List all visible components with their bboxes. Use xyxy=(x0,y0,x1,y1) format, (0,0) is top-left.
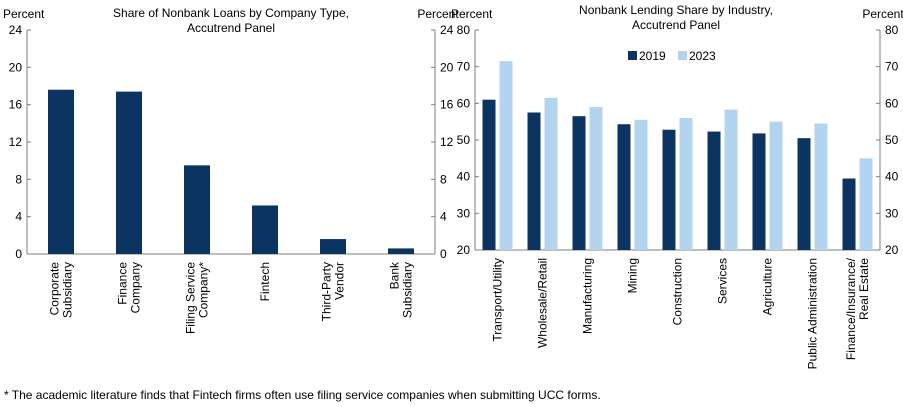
left-chart-ylabel-left: Percent xyxy=(3,7,45,21)
left-chart-x-tick-label: Bank xyxy=(388,261,402,289)
left-chart-bar xyxy=(320,239,346,254)
right-chart-y-tick-label-left: 70 xyxy=(457,60,471,74)
left-chart-x-tick-label: Third-Party xyxy=(320,262,334,321)
right-chart-bar-2023 xyxy=(589,107,603,250)
left-chart-bar xyxy=(48,89,74,254)
right-chart-x-tick-label: Wholesale/Retail xyxy=(536,258,550,348)
right-chart-bar-2019 xyxy=(752,133,766,250)
left-chart-y-tick-label-right: 8 xyxy=(440,172,447,186)
right-chart-bar-2023 xyxy=(679,118,693,250)
left-chart-y-tick-label-left: 8 xyxy=(15,172,22,186)
left-chart-x-tick-label: Company* xyxy=(197,262,211,318)
left-chart-x-tick-label: Corporate xyxy=(48,262,62,316)
left-chart-bar xyxy=(388,248,414,254)
left-chart-x-tick-label: Finance xyxy=(116,262,130,305)
right-chart-x-tick-label: Real Estate xyxy=(857,258,871,320)
right-chart-y-tick-label-left: 60 xyxy=(457,96,471,110)
legend-label-2023: 2023 xyxy=(689,49,716,63)
left-chart-y-tick-label-right: 12 xyxy=(440,135,454,149)
left-chart-x-tick-label: Filing Service xyxy=(184,262,198,334)
right-chart-y-tick-label-right: 70 xyxy=(885,60,899,74)
left-chart-y-tick-label-left: 16 xyxy=(9,98,23,112)
right-chart-bar-2019 xyxy=(572,116,586,251)
right-chart-y-tick-label-right: 20 xyxy=(885,243,899,257)
left-chart-y-tick-label-left: 24 xyxy=(9,23,23,37)
right-chart-x-tick-label: Agriculture xyxy=(761,258,775,316)
right-chart-x-tick-label: Services xyxy=(716,258,730,304)
left-chart-y-tick-label-right: 0 xyxy=(440,247,447,261)
right-chart-y-tick-label-right: 40 xyxy=(885,170,899,184)
legend-label-2019: 2019 xyxy=(639,49,666,63)
left-chart-y-tick-label-left: 4 xyxy=(15,210,22,224)
right-chart-ylabel-right: Percent xyxy=(862,7,903,21)
right-chart-x-tick-label: Transport/Utility xyxy=(491,258,505,342)
left-chart-y-tick-label-left: 12 xyxy=(9,135,23,149)
right-chart-ylabel-left: Percent xyxy=(451,7,493,21)
right-chart-bar-2023 xyxy=(724,109,738,250)
right-chart-bar-2019 xyxy=(662,129,676,250)
right-chart-y-tick-label-right: 30 xyxy=(885,206,899,220)
left-chart-y-tick-label-right: 16 xyxy=(440,98,454,112)
right-chart-x-tick-label: Mining xyxy=(626,258,640,293)
right-chart-bar-2023 xyxy=(634,119,648,250)
right-chart-bar-2019 xyxy=(842,178,856,250)
left-chart-bar xyxy=(184,165,210,254)
right-chart-bar-2019 xyxy=(617,124,631,250)
left-chart-x-tick-label: Fintech xyxy=(258,262,272,301)
right-chart-title-line: Accutrend Panel xyxy=(632,18,720,32)
left-chart-title-line: Accutrend Panel xyxy=(187,21,275,35)
right-chart-bar-2023 xyxy=(499,61,513,250)
right-chart-bar-2019 xyxy=(797,138,811,250)
right-chart-x-tick-label: Finance/Insurance/ xyxy=(844,257,858,360)
legend-swatch-2019 xyxy=(628,51,637,60)
left-chart-y-tick-label-right: 24 xyxy=(440,23,454,37)
right-chart-bar-2019 xyxy=(482,99,496,251)
right-chart-y-tick-label-left: 30 xyxy=(457,206,471,220)
right-chart-bar-2019 xyxy=(707,131,721,250)
left-chart-x-tick-label: Company xyxy=(129,262,143,313)
right-chart-x-tick-label: Public Administration xyxy=(806,258,820,369)
right-chart-x-tick-label: Construction xyxy=(671,258,685,325)
left-chart-ylabel-right: Percent xyxy=(417,7,459,21)
right-chart-bar-2023 xyxy=(544,97,558,250)
right-chart-y-tick-label-right: 50 xyxy=(885,133,899,147)
right-chart-y-tick-label-left: 40 xyxy=(457,170,471,184)
footnote: * The academic literature finds that Fin… xyxy=(4,388,601,402)
right-chart-title-line: Nonbank Lending Share by Industry, xyxy=(579,3,773,17)
right-chart-x-tick-label: Manufacturing xyxy=(581,258,595,334)
left-chart-y-tick-label-left: 0 xyxy=(15,247,22,261)
legend-swatch-2023 xyxy=(678,51,687,60)
left-chart-y-tick-label-right: 4 xyxy=(440,210,447,224)
right-chart-y-tick-label-right: 80 xyxy=(885,23,899,37)
left-chart-y-tick-label-right: 20 xyxy=(440,60,454,74)
left-chart-x-tick-label: Subsidiary xyxy=(401,262,415,318)
right-chart-y-tick-label-right: 60 xyxy=(885,96,899,110)
left-chart-x-tick-label: Subsidiary xyxy=(61,262,75,318)
right-chart-bar-2023 xyxy=(769,121,783,251)
left-chart-bar xyxy=(252,205,278,254)
right-chart-y-tick-label-left: 20 xyxy=(457,243,471,257)
left-chart-x-tick-label: Vendor xyxy=(333,262,347,300)
right-chart-bar-2019 xyxy=(527,112,541,250)
left-chart-bar xyxy=(116,91,142,254)
right-chart-y-tick-label-left: 80 xyxy=(457,23,471,37)
right-chart-bar-2023 xyxy=(814,123,828,250)
left-chart-title-line: Share of Nonbank Loans by Company Type, xyxy=(113,6,349,20)
right-chart-y-tick-label-left: 50 xyxy=(457,133,471,147)
left-chart-y-tick-label-left: 20 xyxy=(9,60,23,74)
right-chart-bar-2023 xyxy=(859,158,873,250)
